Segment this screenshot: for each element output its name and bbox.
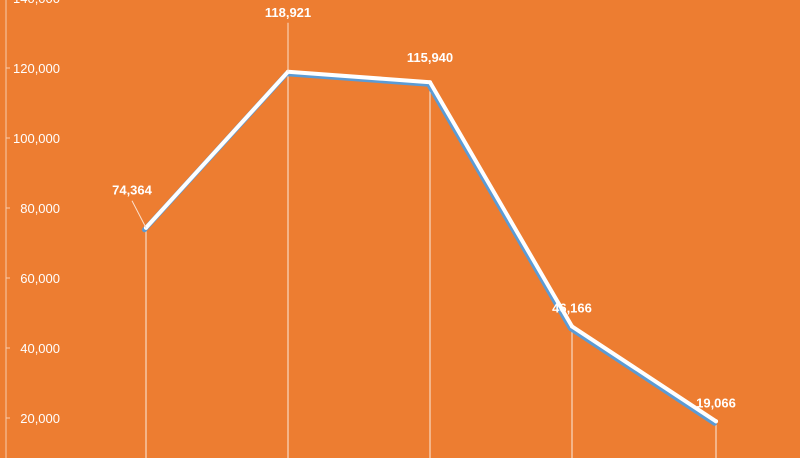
y-axis: 140,000 120,000 100,000 80,000 60,000 40,000 2… — [5, 0, 60, 458]
data-point — [714, 419, 718, 424]
y-tick-label: 140,000 — [13, 0, 60, 6]
data-point — [428, 80, 432, 85]
data-points — [144, 69, 718, 424]
data-label: 118,921 — [265, 5, 311, 20]
y-tick-label: 80,000 — [20, 201, 60, 216]
y-tick-label: 40,000 — [20, 341, 60, 356]
y-tick-label: 20,000 — [20, 411, 60, 426]
y-tick-label: 100,000 — [13, 131, 60, 146]
data-point — [570, 324, 574, 329]
data-label: 115,940 — [407, 50, 453, 65]
data-label: 46,166 — [552, 300, 592, 315]
drop-lines — [145, 71, 717, 458]
y-tick-label: 120,000 — [13, 61, 60, 76]
data-label: 74,364 — [112, 183, 153, 198]
y-tick-label: 60,000 — [20, 271, 60, 286]
data-label: 19,066 — [696, 395, 736, 410]
label-leader-line — [131, 200, 147, 228]
data-labels: 74,364 118,921 115,940 46,166 19,066 — [112, 5, 736, 410]
